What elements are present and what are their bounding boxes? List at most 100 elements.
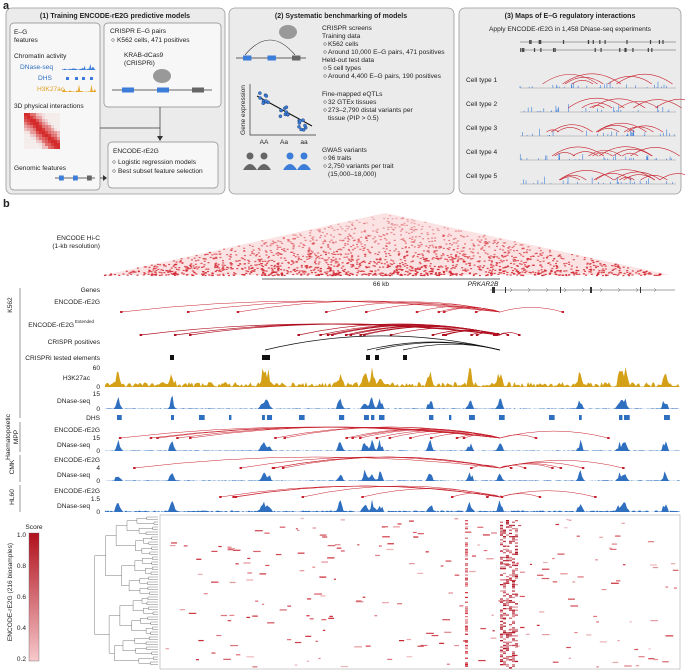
hic-pixel <box>235 260 238 262</box>
hic-pixel <box>614 268 617 270</box>
hic-pixel <box>513 263 516 265</box>
heat-cell <box>512 528 515 530</box>
hic-pixel <box>617 273 620 275</box>
heat-cell <box>503 617 506 619</box>
heat-cell <box>500 620 503 623</box>
hic-pixel <box>437 229 440 232</box>
hic-pixel <box>435 250 438 252</box>
hic-pixel <box>536 273 539 275</box>
hic-pixel <box>356 246 359 248</box>
tested-element <box>366 355 370 360</box>
hic-pixel <box>413 226 416 228</box>
heat-cell <box>500 563 503 565</box>
heat-cell <box>509 617 512 619</box>
heat-cell <box>509 600 512 602</box>
heat-cell <box>634 648 639 651</box>
hic-pixel <box>292 245 295 247</box>
hic-pixel <box>258 260 261 263</box>
hic-pixel <box>442 235 445 237</box>
contact-cell <box>27 143 30 146</box>
hic-pixel <box>343 256 346 258</box>
heat-cell <box>223 658 231 660</box>
hic-pixel <box>273 267 276 269</box>
hic-pixel <box>195 273 198 275</box>
hic-pixel <box>302 243 305 246</box>
hic-pixel <box>589 266 592 268</box>
heat-cell <box>516 645 520 647</box>
scale-tick: 0.6 <box>17 594 26 601</box>
heat-cell <box>218 545 222 548</box>
heat-cell <box>515 568 518 570</box>
hic-pixel <box>393 250 396 252</box>
hic-pixel <box>449 274 452 276</box>
hic-pixel <box>182 269 185 272</box>
contact-cell <box>54 128 57 131</box>
heat-cell <box>509 656 512 658</box>
arc <box>655 98 685 109</box>
hic-pixel <box>594 265 597 267</box>
dendrogram <box>141 548 152 554</box>
hic-pixel <box>240 257 243 259</box>
hic-pixel <box>270 243 273 245</box>
hic-pixel <box>493 253 496 256</box>
hic-pixel <box>397 254 400 256</box>
hic-pixel <box>108 274 111 276</box>
hic-pixel <box>228 258 231 260</box>
hic-pixel <box>367 250 370 252</box>
hic-pixel <box>308 247 311 249</box>
hic-pixel <box>379 259 382 261</box>
hic-pixel <box>451 256 454 259</box>
hic-pixel <box>413 222 416 225</box>
hic-pixel <box>366 248 369 251</box>
hic-pixel <box>477 266 480 268</box>
hic-pixel <box>256 267 259 269</box>
arc <box>240 456 501 469</box>
hic-pixel <box>422 256 425 258</box>
hic-pixel <box>334 241 337 243</box>
element <box>325 311 328 313</box>
hic-pixel <box>484 271 487 273</box>
hic-pixel <box>153 271 156 273</box>
hic-pixel <box>482 236 485 238</box>
hic-pixel <box>488 256 491 259</box>
hic-pixel <box>348 221 351 223</box>
hic-pixel <box>354 267 357 269</box>
hic-pixel <box>406 250 409 252</box>
contact-cell <box>51 119 54 122</box>
arc <box>499 490 596 498</box>
hic-pixel <box>457 256 460 258</box>
hic-pixel <box>423 274 426 277</box>
hic-pixel <box>273 260 276 262</box>
hic-pixel <box>462 259 465 261</box>
contact-cell <box>33 134 36 137</box>
hic-pixel <box>362 260 365 262</box>
track-label-superscript: Extended <box>75 319 95 324</box>
hic-pixel <box>478 261 481 263</box>
hic-pixel <box>655 274 658 276</box>
hic-pixel <box>373 241 376 243</box>
hic-pixel <box>338 264 341 266</box>
hic-pixel <box>170 273 173 275</box>
hic-pixel <box>289 271 292 273</box>
hic-pixel <box>498 269 501 272</box>
hic-pixel <box>590 271 593 273</box>
hic-pixel <box>393 239 396 241</box>
hic-pixel <box>528 271 531 273</box>
signal-track <box>105 367 680 387</box>
hic-pixel <box>308 254 311 256</box>
tested-element <box>262 355 270 360</box>
hic-pixel <box>289 241 292 243</box>
hic-pixel <box>203 260 206 262</box>
heat-cell <box>378 545 382 547</box>
hic-pixel <box>372 218 375 221</box>
hic-pixel <box>424 258 427 260</box>
hic-pixel <box>411 266 414 269</box>
dendrogram <box>143 608 154 614</box>
hic-pixel <box>156 263 159 266</box>
heat-cell <box>444 631 452 633</box>
hic-pixel <box>393 262 396 264</box>
hic-pixel <box>265 270 268 272</box>
contact-cell <box>33 128 36 131</box>
hic-pixel <box>237 245 240 247</box>
heat-cell <box>464 531 472 533</box>
